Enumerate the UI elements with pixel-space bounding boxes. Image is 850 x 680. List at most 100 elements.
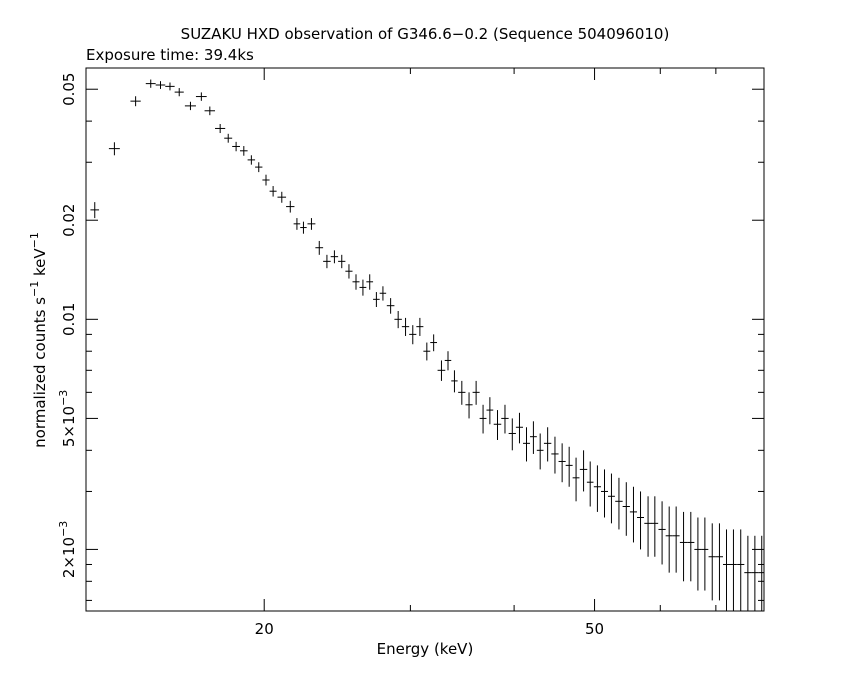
x-axis-label: Energy (keV) xyxy=(377,640,474,658)
data-point xyxy=(366,274,374,290)
data-point xyxy=(444,351,452,371)
data-point xyxy=(515,412,524,444)
data-point xyxy=(352,274,360,290)
data-point xyxy=(701,517,709,591)
data-point xyxy=(430,334,438,352)
data-points xyxy=(90,79,764,611)
data-point xyxy=(558,443,566,483)
data-point xyxy=(90,202,100,219)
data-point xyxy=(651,496,659,557)
data-point xyxy=(472,380,480,405)
data-point xyxy=(345,264,353,279)
data-point xyxy=(277,191,287,203)
x-tick-label: 20 xyxy=(255,620,274,638)
data-point xyxy=(130,96,141,107)
data-point xyxy=(215,124,226,134)
chart-subtitle: Exposure time: 39.4ks xyxy=(86,46,254,64)
data-point xyxy=(465,392,473,419)
data-point xyxy=(572,457,580,502)
data-point xyxy=(501,404,509,434)
data-point xyxy=(184,101,196,111)
data-point xyxy=(300,221,307,234)
data-point xyxy=(269,186,277,197)
data-point xyxy=(565,446,573,487)
plot-frame xyxy=(85,67,765,612)
data-point xyxy=(239,146,248,156)
data-point xyxy=(694,517,702,591)
data-point xyxy=(451,370,458,393)
data-point xyxy=(416,317,424,336)
data-point xyxy=(751,535,759,611)
data-point xyxy=(615,477,623,530)
data-point xyxy=(409,325,417,345)
data-point xyxy=(529,421,537,454)
data-point xyxy=(665,506,673,573)
data-point xyxy=(165,82,175,91)
data-point xyxy=(622,482,630,536)
data-point xyxy=(737,529,745,611)
data-point xyxy=(579,450,588,492)
data-point xyxy=(423,342,431,361)
data-point xyxy=(644,496,652,557)
data-point xyxy=(458,380,466,405)
data-point xyxy=(262,174,270,186)
x-tick-label: 50 xyxy=(585,620,604,638)
data-point xyxy=(715,523,723,601)
data-point xyxy=(722,529,730,611)
y-tick-label: 0.05 xyxy=(60,73,78,106)
data-point xyxy=(758,535,764,611)
data-point xyxy=(293,218,301,230)
data-point xyxy=(145,79,156,88)
chart-title: SUZAKU HXD observation of G346.6−0.2 (Se… xyxy=(181,25,670,43)
data-point xyxy=(479,404,487,434)
data-point xyxy=(401,317,410,336)
data-point xyxy=(607,473,615,524)
data-point xyxy=(586,461,594,507)
data-point xyxy=(386,298,395,314)
data-point xyxy=(323,254,331,269)
data-point xyxy=(394,310,402,329)
axis-ticks: 20 50 2×10−3 5×10−3 0.01 0.02 0.05 xyxy=(57,68,765,638)
y-axis-label: normalized counts s−1 keV−1 xyxy=(28,232,49,448)
y-tick-label: 2×10−3 xyxy=(57,521,78,578)
data-point xyxy=(637,491,644,550)
data-point xyxy=(379,286,387,301)
y-tick-label: 0.02 xyxy=(60,204,78,237)
data-point xyxy=(255,162,263,173)
data-point xyxy=(536,433,544,470)
data-point xyxy=(155,81,166,89)
data-point xyxy=(373,292,380,307)
data-point xyxy=(359,279,367,296)
data-point xyxy=(437,360,446,381)
data-point xyxy=(315,240,324,255)
data-point xyxy=(286,200,295,213)
data-point xyxy=(493,410,502,440)
data-point xyxy=(523,427,530,462)
data-point xyxy=(486,397,494,425)
data-point xyxy=(672,506,680,573)
data-point xyxy=(232,141,240,152)
y-tick-label: 5×10−3 xyxy=(57,390,78,447)
data-point xyxy=(247,155,256,165)
data-point xyxy=(729,529,737,611)
data-point xyxy=(629,486,638,543)
data-point xyxy=(551,436,559,474)
data-point xyxy=(307,218,316,230)
data-point xyxy=(204,106,216,116)
data-point xyxy=(679,511,688,582)
data-point xyxy=(687,511,695,582)
data-point xyxy=(174,88,184,97)
data-point xyxy=(224,133,233,143)
data-point xyxy=(600,469,608,518)
data-point xyxy=(108,142,120,156)
data-point xyxy=(658,501,666,565)
data-point xyxy=(330,250,339,264)
data-point xyxy=(508,418,516,451)
data-point xyxy=(543,427,552,462)
y-tick-label: 0.01 xyxy=(60,303,78,336)
data-point xyxy=(744,535,752,611)
data-point xyxy=(593,465,601,512)
data-point xyxy=(195,92,207,101)
data-point xyxy=(338,254,346,269)
